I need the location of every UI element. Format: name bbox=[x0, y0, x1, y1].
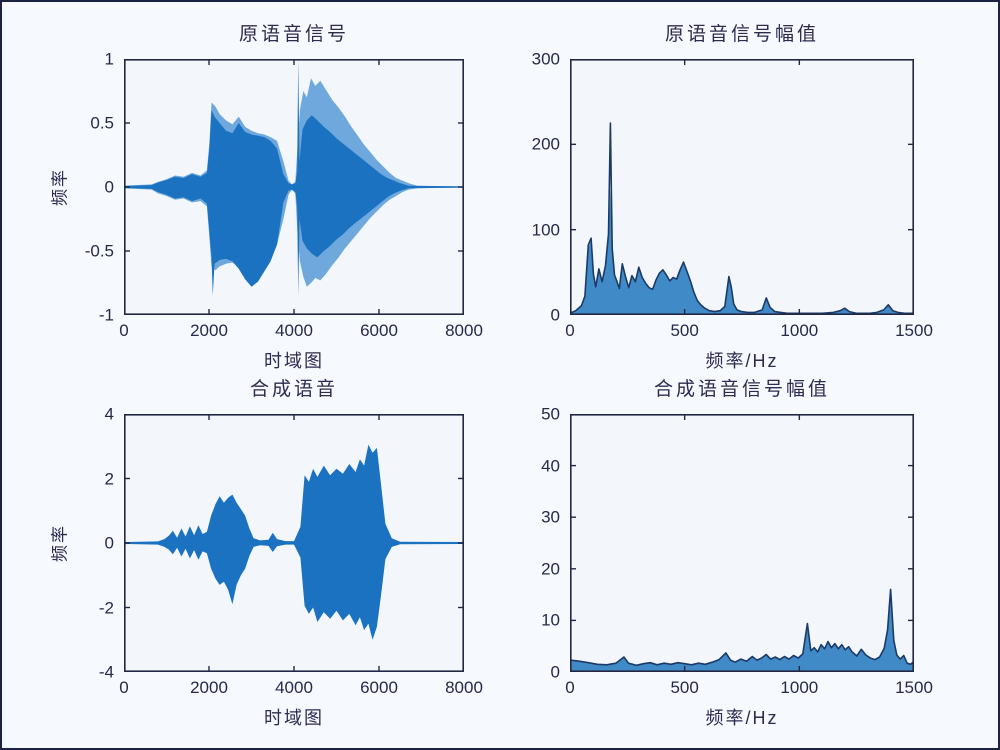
plot-title: 原语音信号幅值 bbox=[664, 24, 819, 45]
x-tick-label: 1000 bbox=[780, 321, 819, 340]
y-tick-label: -4 bbox=[98, 662, 114, 682]
x-tick-label: 8000 bbox=[445, 678, 483, 697]
y-tick-label: 0 bbox=[550, 305, 560, 325]
x-tick-label: 0 bbox=[565, 678, 575, 697]
x-tick-label: 4000 bbox=[275, 678, 313, 697]
x-tick-label: 1500 bbox=[895, 678, 933, 697]
x-tick-label: 6000 bbox=[360, 678, 398, 697]
x-tick-label: 1500 bbox=[895, 321, 933, 340]
waveform-plot bbox=[124, 414, 464, 672]
plot-title: 合成语音信号幅值 bbox=[653, 379, 830, 400]
plot-title: 合成语音 bbox=[249, 379, 338, 400]
x-tick-label: 0 bbox=[119, 321, 129, 340]
x-tick-label: 2000 bbox=[190, 678, 228, 697]
spectrum-plot bbox=[570, 414, 914, 672]
x-tick-label: 1000 bbox=[780, 678, 819, 697]
x-axis-label: 时域图 bbox=[264, 708, 324, 728]
y-tick-label: -0.5 bbox=[84, 241, 114, 261]
y-tick-label: 40 bbox=[541, 456, 560, 476]
x-axis-label: 频率/Hz bbox=[705, 708, 779, 728]
x-axis-label: 频率/Hz bbox=[705, 351, 779, 371]
x-tick-label: 500 bbox=[670, 321, 699, 340]
x-tick-label: 2000 bbox=[190, 321, 228, 340]
x-tick-label: 6000 bbox=[360, 321, 398, 340]
x-axis-label: 时域图 bbox=[264, 351, 324, 371]
y-tick-label: 0 bbox=[104, 533, 114, 553]
y-tick-label: 300 bbox=[531, 49, 560, 69]
y-tick-label: 30 bbox=[541, 507, 560, 527]
x-tick-label: 0 bbox=[565, 321, 575, 340]
y-tick-label: -1 bbox=[98, 305, 114, 325]
y-tick-label: 2 bbox=[104, 469, 114, 488]
y-axis-label: 频率 bbox=[50, 524, 70, 562]
y-tick-label: 50 bbox=[541, 404, 560, 424]
y-tick-label: 10 bbox=[541, 610, 560, 630]
y-tick-label: 20 bbox=[541, 559, 560, 579]
y-tick-label: 1 bbox=[104, 49, 114, 69]
plot-title: 原语音信号 bbox=[238, 24, 349, 45]
x-tick-label: 0 bbox=[119, 678, 129, 697]
y-tick-label: 0 bbox=[550, 662, 560, 682]
x-tick-label: 500 bbox=[670, 678, 699, 697]
y-tick-label: 4 bbox=[104, 404, 114, 424]
subplot-original-spectrum: 原语音信号幅值 频率/Hz 0 500 1000 1500 0 100 200 300 bbox=[532, 24, 933, 371]
y-tick-label: 200 bbox=[531, 134, 560, 154]
x-tick-label: 4000 bbox=[275, 321, 313, 340]
y-tick-label: 100 bbox=[531, 220, 560, 240]
y-tick-label: 0.5 bbox=[90, 113, 114, 133]
y-tick-label: 0 bbox=[104, 177, 114, 197]
y-axis-label: 频率 bbox=[50, 168, 70, 206]
subplot-synth-spectrum: 合成语音信号幅值 频率/Hz 0 500 1000 1500 0 10 20 30 40 50 bbox=[541, 379, 933, 728]
subplot-synth-time: 合成语音 频率 时域图 0 2000 4000 6000 8000 4 2 0 -2 -4 bbox=[51, 379, 483, 728]
waveform-plot bbox=[124, 59, 464, 315]
spectrum-plot bbox=[570, 59, 914, 315]
x-tick-label: 8000 bbox=[445, 321, 483, 340]
y-tick-label: -2 bbox=[98, 598, 114, 617]
subplot-original-time: 原语音信号 频率 时域图 0 2000 4000 6000 8000 1 0.5 0 -0.5 -… bbox=[51, 24, 483, 371]
